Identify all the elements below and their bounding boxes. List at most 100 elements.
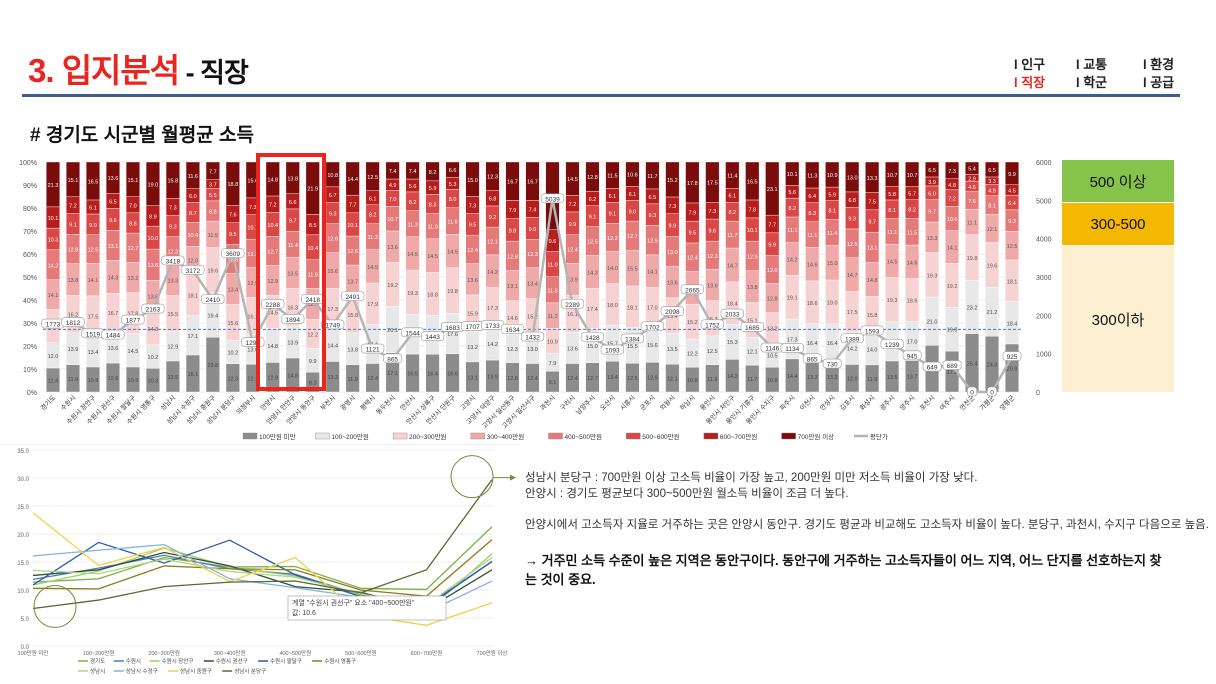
data-label: 12.5 — [587, 240, 598, 246]
data-label: 7.3 — [708, 209, 716, 215]
nav-item-supply[interactable]: l 공급 — [1143, 75, 1175, 90]
series-line — [32, 512, 493, 626]
data-label: 11.3 — [368, 235, 378, 241]
data-label: 8.8 — [209, 209, 217, 215]
nav-col-1: l 인구 l 직장 — [1014, 56, 1045, 92]
nav-item-school[interactable]: l 학군 — [1076, 75, 1108, 90]
x-tick-label: 광주시 — [878, 394, 896, 412]
y2-tick-label: 0 — [1036, 390, 1040, 397]
price-label: 3609 — [226, 251, 241, 258]
data-label: 12.9 — [307, 302, 318, 308]
nav-item-environment[interactable]: l 환경 — [1143, 57, 1175, 72]
data-label: 19.3 — [887, 298, 898, 304]
price-label: 1702 — [645, 324, 660, 331]
data-label: 7.7 — [768, 222, 776, 228]
data-label: 15.3 — [727, 340, 738, 346]
data-label: 11.2 — [547, 314, 557, 320]
data-label: 8.1 — [988, 204, 996, 210]
nav-item-transport[interactable]: l 교통 — [1076, 57, 1108, 72]
data-label: 18.8 — [227, 182, 238, 188]
data-label: 13.1 — [108, 244, 119, 250]
data-label: 17.3 — [327, 307, 338, 313]
data-label: 7.2 — [948, 197, 956, 203]
price-label: 1146 — [765, 346, 779, 353]
price-label: 2491 — [345, 294, 360, 301]
data-label: 12.9 — [267, 279, 278, 285]
legend-label: 수원시 권선구 — [216, 657, 248, 665]
x-tick-label: 화성시 — [858, 393, 877, 412]
price-label: 1894 — [286, 317, 301, 324]
x-tick-label: 안산시 — [398, 393, 417, 412]
data-label: 7.2 — [69, 204, 77, 210]
data-label: 11.5 — [208, 233, 218, 239]
data-label: 13.8 — [287, 176, 298, 182]
data-label: 12.6 — [227, 258, 238, 264]
data-label: 18.1 — [187, 293, 198, 299]
data-label: 9.9 — [309, 359, 317, 365]
data-label: 14.2 — [487, 270, 498, 276]
price-label: 1290 — [246, 340, 261, 347]
bar-segment — [345, 161, 360, 196]
data-label: 13.6 — [387, 245, 398, 251]
data-label: 12.3 — [227, 376, 238, 382]
data-label: 16.1 — [247, 314, 258, 320]
x-tick-label: 광명시 — [338, 393, 357, 412]
tooltip-box — [287, 595, 447, 621]
data-label: 19.3 — [407, 291, 418, 297]
legend-label: 100만원 미만 — [259, 432, 296, 441]
data-label: 8.3 — [429, 202, 437, 208]
data-label: 6.4 — [808, 194, 816, 200]
data-label: 11.5 — [907, 230, 917, 236]
data-label: 14.1 — [48, 293, 59, 299]
data-label: 12.6 — [347, 249, 358, 255]
legend-swatch — [626, 432, 641, 440]
nav-item-jobs[interactable]: l 직장 — [1014, 75, 1046, 90]
bar-segment — [785, 161, 800, 186]
data-label: 15.0 — [587, 344, 598, 350]
price-label-box — [942, 360, 962, 370]
legend-mid: 300-500 — [1062, 203, 1174, 245]
data-label: 7.9 — [549, 361, 557, 367]
data-label: 23.2 — [967, 305, 978, 311]
x-tick-label: 여주시 — [937, 393, 956, 412]
data-label: 20.9 — [1007, 366, 1018, 372]
legend-label: 성남시 분당구 — [234, 667, 266, 675]
price-label-box — [600, 344, 625, 355]
data-label: 9.0 — [89, 223, 97, 229]
data-label: 12.9 — [747, 254, 758, 260]
price-label: 865 — [807, 356, 818, 363]
legend-label: 700만원 이상 — [798, 432, 835, 441]
data-label: 13.8 — [747, 285, 758, 291]
data-label: 16.3 — [287, 306, 298, 312]
x-tick-label: 용인시 — [698, 393, 717, 412]
data-label: 8.3 — [808, 211, 816, 217]
data-label: 11.5 — [607, 174, 617, 180]
bar-segment — [425, 161, 440, 182]
bar-segment — [1005, 161, 1020, 185]
income-line-chart: 0.0 5.0 10.0 15.0 20.0 25.0 30.0 35.0 100만원 미만 10… — [0, 444, 520, 675]
nav-item-population[interactable]: l 인구 — [1014, 57, 1046, 72]
section-title: # 경기도 시군별 월평균 소득 — [30, 125, 254, 146]
data-label: 6.5 — [988, 168, 996, 174]
data-label: 7.6 — [229, 212, 237, 218]
y2-tick-label: 6000 — [1036, 160, 1052, 167]
y-tick-label: 80% — [23, 206, 37, 213]
price-label: 2163 — [146, 307, 161, 314]
price-label: 1593 — [865, 328, 880, 335]
data-label: 17.0 — [907, 339, 918, 345]
price-label-box — [341, 291, 365, 301]
y-tick-label: 10.0 — [17, 589, 29, 595]
data-label: 13.6 — [667, 281, 678, 287]
data-label: 6.8 — [848, 198, 856, 204]
data-label: 18.0 — [607, 303, 618, 309]
price-label: 1707 — [465, 324, 480, 331]
data-label: 11.4 — [48, 378, 58, 384]
data-label: 14.5 — [128, 349, 139, 355]
data-label: 12.5 — [627, 376, 638, 382]
y-tick-label: 5.0 — [21, 617, 30, 623]
data-label: 10.9 — [88, 378, 99, 384]
bar-segment — [145, 161, 160, 206]
y2-tick-label: 4000 — [1036, 237, 1052, 244]
price-label: 1443 — [425, 334, 440, 341]
price-label-box — [720, 308, 744, 319]
